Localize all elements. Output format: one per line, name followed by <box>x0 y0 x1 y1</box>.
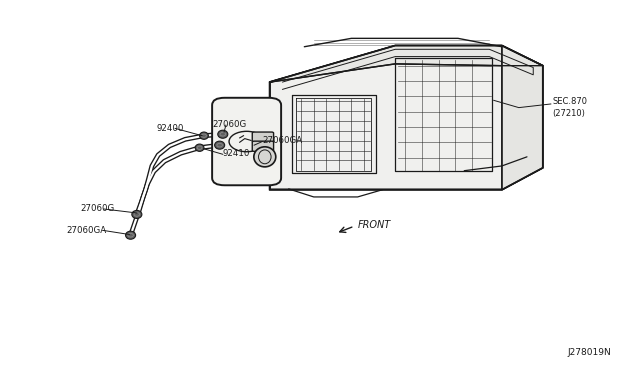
Ellipse shape <box>200 132 209 140</box>
Polygon shape <box>270 46 543 82</box>
Ellipse shape <box>218 130 228 138</box>
Ellipse shape <box>125 231 136 239</box>
Text: 27060GA: 27060GA <box>262 136 303 145</box>
Text: J278019N: J278019N <box>568 348 612 357</box>
Text: FRONT: FRONT <box>358 220 391 230</box>
Ellipse shape <box>195 144 204 151</box>
Text: 27060GA: 27060GA <box>67 226 107 235</box>
Text: 92410: 92410 <box>223 149 250 158</box>
Text: 27060G: 27060G <box>212 119 246 128</box>
Polygon shape <box>502 46 543 190</box>
Ellipse shape <box>214 141 225 149</box>
Text: 92400: 92400 <box>157 124 184 133</box>
Ellipse shape <box>254 147 276 167</box>
Ellipse shape <box>132 211 142 218</box>
Polygon shape <box>270 46 543 190</box>
FancyBboxPatch shape <box>212 98 281 185</box>
FancyBboxPatch shape <box>252 141 273 151</box>
Text: SEC.870
(27210): SEC.870 (27210) <box>552 97 587 118</box>
FancyBboxPatch shape <box>252 132 273 142</box>
Text: 27060G: 27060G <box>81 205 115 214</box>
